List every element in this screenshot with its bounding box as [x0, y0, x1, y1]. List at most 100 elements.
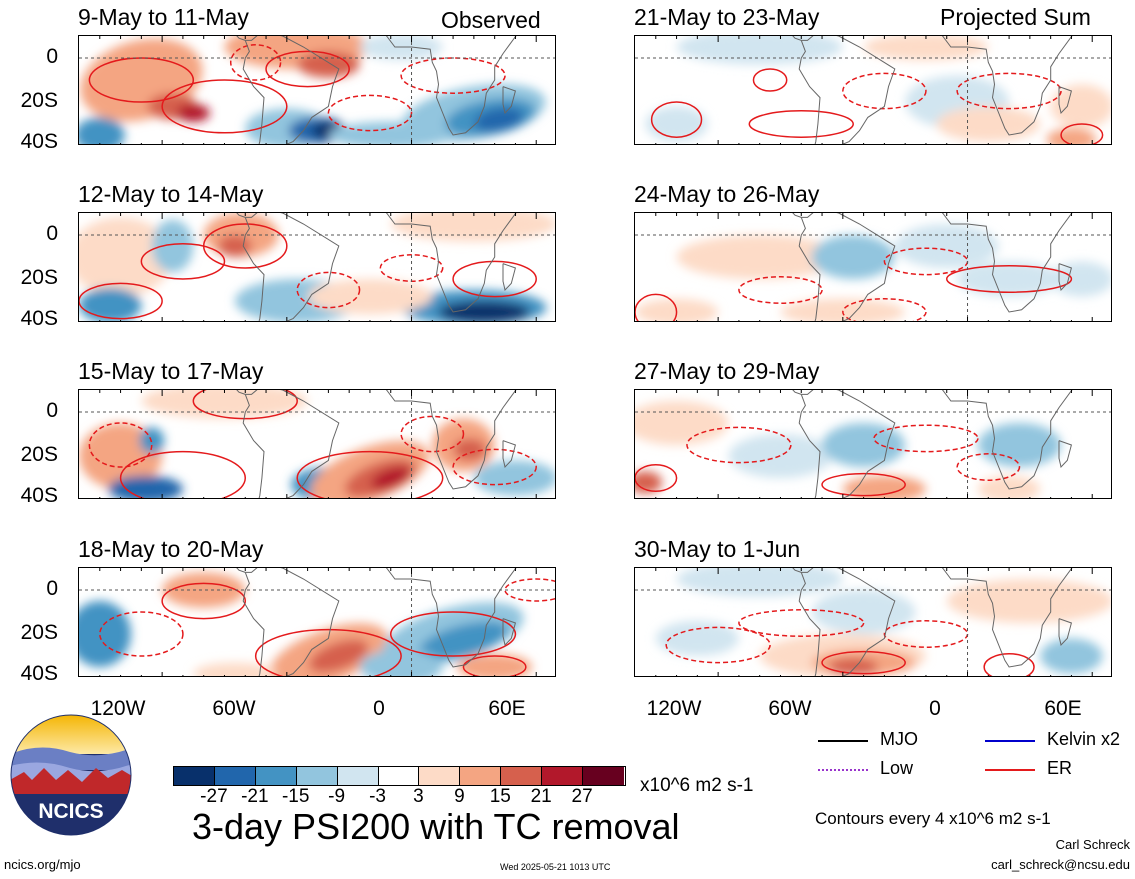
colorbar-swatch [583, 767, 624, 785]
anomaly-shading [635, 224, 1111, 321]
observed-label: Observed [441, 7, 541, 33]
er-contour [99, 611, 184, 657]
anomaly-blob [894, 224, 999, 268]
author-name: Carl Schreck [1055, 837, 1130, 852]
er-contour [748, 110, 854, 138]
ncics-logo: NCICS [10, 714, 132, 836]
coastline [502, 440, 517, 469]
lat-label-40s: 40S [20, 662, 58, 685]
anomaly-blob [218, 235, 252, 257]
lon-label-60w: 60W [768, 697, 812, 720]
anomaly-blob [474, 107, 524, 132]
er-contour [956, 453, 1021, 481]
panel-title-3: 15-May to 17-May [78, 358, 264, 384]
website-link[interactable]: ncics.org/mjo [4, 857, 81, 872]
er-contour [161, 79, 288, 134]
colorbar-swatch [174, 767, 215, 785]
er-contour [635, 293, 678, 321]
legend-low-line [818, 769, 868, 771]
lat-label-20s: 20S [20, 266, 58, 289]
lat-label-20s: 20S [20, 89, 58, 112]
coastline [941, 568, 1073, 668]
map-panel-6-svg [635, 213, 1111, 321]
anomaly-blob [359, 649, 443, 676]
coastline [385, 568, 517, 668]
anomaly-shading [79, 572, 533, 676]
coastline [502, 263, 517, 292]
coastline [242, 36, 340, 144]
colorbar-swatch [214, 767, 256, 785]
legend-er-label: ER [1047, 758, 1073, 778]
lat-label-40s: 40S [20, 130, 58, 153]
anomaly-blob [390, 213, 555, 242]
panel-title-2: 12-May to 14-May [78, 181, 264, 207]
anomaly-blob [307, 279, 433, 315]
contour-note: Contours every 4 x10^6 m2 s-1 [815, 809, 1051, 828]
anomaly-blob [176, 104, 210, 122]
colorbar-swatch [542, 767, 584, 785]
er-contour [842, 72, 927, 110]
coastline [236, 390, 246, 395]
lon-label-120w: 120W [646, 697, 702, 720]
er-contour [752, 68, 788, 92]
ncics-logo-text: NCICS [38, 800, 103, 823]
er-contour [161, 582, 247, 620]
anomaly-blob [811, 235, 895, 279]
legend-kelvin-line [985, 740, 1035, 742]
anomaly-blob [309, 639, 369, 673]
er-contour [462, 655, 527, 676]
colorbar-tick-label: -21 [241, 786, 269, 807]
panel-title-6: 24-May to 26-May [634, 181, 820, 207]
er-contour [821, 472, 906, 497]
er-contour [686, 426, 792, 464]
colorbar-tick-label: 9 [454, 786, 465, 807]
coastline [242, 390, 340, 498]
er-contour [983, 653, 1035, 676]
map-panel-1 [78, 35, 556, 145]
map-panel-3 [78, 389, 556, 499]
anomaly-blob [1046, 128, 1097, 144]
legend-mjo-label: MJO [880, 729, 918, 749]
anomaly-blob [728, 434, 833, 478]
anomaly-blob [1050, 261, 1111, 297]
coastline [1058, 263, 1073, 292]
anomaly-blob [1040, 638, 1103, 674]
coastline [941, 390, 1073, 490]
anomaly-blob [977, 475, 1041, 498]
colorbar-swatch [337, 767, 379, 785]
figure-title: 3-day PSI200 with TC removal [192, 806, 680, 847]
colorbar-tick-labels: -27 -21 -15 -9 -3 3 9 15 21 27 [173, 786, 633, 812]
lon-label-0: 0 [929, 697, 941, 720]
coastline [1058, 440, 1073, 469]
coastline [242, 213, 340, 321]
anomaly-blob [655, 620, 739, 656]
colorbar-swatch [255, 767, 297, 785]
lon-label-60e: 60E [1044, 697, 1082, 720]
anomaly-blob [977, 423, 1062, 467]
colorbar-tick-label: -27 [200, 786, 228, 807]
er-contour [945, 265, 1073, 293]
er-contour [119, 450, 246, 498]
author-email[interactable]: carl_schreck@ncsu.edu [991, 857, 1130, 872]
lat-label-0: 0 [46, 577, 58, 600]
er-contour [202, 223, 288, 269]
anomaly-blob [473, 460, 555, 496]
map-panel-7-svg [635, 390, 1111, 498]
anomaly-blob [359, 36, 443, 61]
er-contour [883, 620, 969, 648]
anomaly-blob [108, 475, 183, 498]
map-panel-1-svg [79, 36, 555, 144]
anomaly-blob [863, 36, 989, 61]
er-contour [400, 57, 506, 94]
coastline [385, 390, 517, 490]
er-contour [635, 464, 678, 492]
anomaly-blob [676, 235, 843, 279]
anomaly-blob [957, 261, 1062, 297]
anomaly-blob [151, 219, 194, 273]
er-contour [254, 628, 402, 676]
coastline [798, 36, 896, 144]
anomaly-shading [645, 36, 1111, 144]
coastline [242, 568, 340, 676]
coastline [1058, 86, 1073, 115]
anomaly-blob [370, 467, 411, 489]
